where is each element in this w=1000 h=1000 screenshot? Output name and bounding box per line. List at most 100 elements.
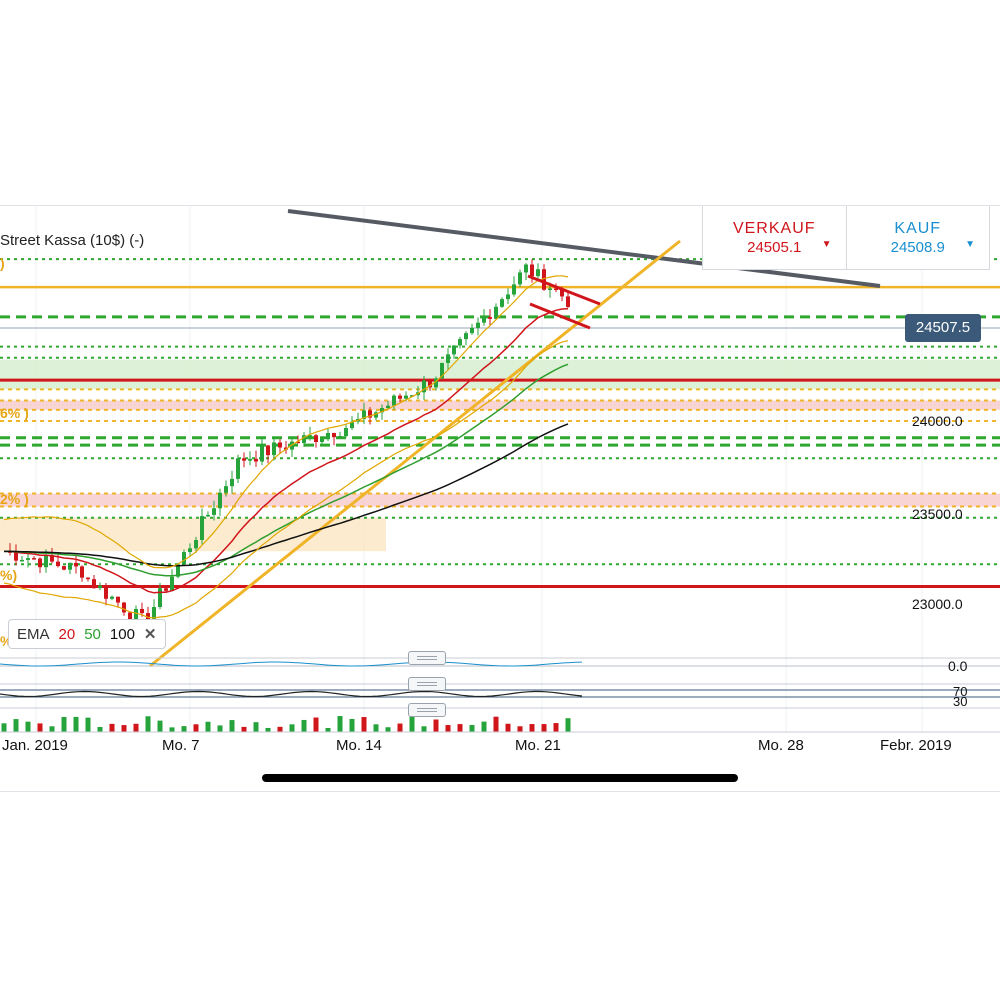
candle-body [218, 492, 222, 509]
candle-body [392, 395, 396, 406]
candle-body [110, 596, 114, 599]
candle-body [212, 508, 216, 515]
ema-100-line [4, 423, 569, 567]
volume-bar [469, 724, 475, 732]
sell-label: VERKAUF [732, 220, 816, 237]
candle-body [542, 269, 546, 290]
candle-body [494, 306, 498, 319]
candle-body [314, 435, 318, 442]
volume-bar [289, 724, 295, 732]
buy-dropdown-icon[interactable]: ▼ [965, 239, 975, 250]
macd-line [0, 661, 583, 667]
candle-body [524, 264, 528, 273]
candle-body [332, 432, 336, 438]
candle-body [470, 327, 474, 334]
candle-body [566, 296, 570, 307]
volume-bar [241, 726, 247, 732]
volume-bar [349, 718, 355, 732]
candle-body [290, 441, 294, 450]
ema-legend-label: EMA [17, 625, 50, 643]
ema-period-20: 20 [58, 625, 76, 643]
candle-body [74, 562, 78, 567]
candle-body [116, 596, 120, 603]
x-axis-label: Mo. 28 [758, 737, 804, 754]
candle-body [152, 607, 156, 623]
volume-bar [253, 722, 259, 732]
volume-bar [553, 723, 559, 732]
trading-chart[interactable]: ) 6% ) 2% )%)% Street Kassa (10$) (-) VERK… [0, 205, 1000, 792]
candle-body [68, 562, 72, 570]
volume-bar [109, 723, 115, 732]
price-chart-canvas[interactable]: )6% )2% )%)% [0, 206, 1000, 791]
candle-body [92, 579, 96, 589]
x-axis-label: Jan. 2019 [2, 737, 68, 754]
x-axis-label: Febr. 2019 [880, 737, 952, 754]
candle-body [410, 395, 414, 397]
candle-body [98, 585, 102, 589]
candle-body [230, 478, 234, 487]
candle-body [344, 428, 348, 437]
volume-bar [373, 724, 379, 732]
rsi-line [0, 690, 583, 698]
candle-body [182, 552, 186, 565]
volume-bar [169, 727, 175, 732]
candle-body [302, 435, 306, 444]
candle-body [452, 345, 456, 355]
candle-body [38, 558, 42, 568]
candle-body [428, 380, 432, 388]
candle-body [338, 436, 342, 438]
flag-lower-line [529, 302, 591, 330]
ema-legend[interactable]: EMA 20 50 100 ✕ [8, 619, 166, 649]
candle-body [458, 339, 462, 346]
volume-bar [385, 727, 391, 732]
candle-body [56, 561, 60, 567]
candle-body [512, 284, 516, 295]
volume-bar [121, 725, 127, 732]
candle-body [506, 294, 510, 300]
volume-bar [445, 725, 451, 732]
candle-body [386, 405, 390, 409]
y-axis-label: 24000.0 [912, 413, 963, 429]
volume-bar [133, 723, 139, 732]
volume-bar [181, 726, 187, 732]
volume-bar [97, 726, 103, 732]
volume-bar [325, 727, 331, 732]
candle-body [248, 458, 252, 461]
instrument-title: Street Kassa (10$) (-) [0, 232, 145, 249]
ema-20-line [4, 308, 569, 594]
close-icon[interactable]: ✕ [143, 626, 157, 643]
candle-body [404, 395, 408, 399]
fib-label: 6% ) [0, 405, 29, 421]
candle-body [26, 558, 30, 560]
candle-body [422, 380, 426, 393]
candle-body [326, 432, 330, 439]
candle-body [20, 559, 24, 562]
candle-body [104, 585, 108, 599]
candle-body [476, 322, 480, 328]
volume-bar [1, 723, 7, 732]
candle-body [530, 264, 534, 277]
pane-resize-handle[interactable] [408, 651, 446, 665]
ema-50-line [4, 363, 569, 577]
y-axis-label: 23500.0 [912, 506, 963, 522]
candle-body [278, 442, 282, 448]
pane-resize-handle[interactable] [408, 677, 446, 691]
candle-body [236, 458, 240, 479]
candle-body [122, 602, 126, 613]
volume-bar [13, 719, 19, 732]
sell-button[interactable]: VERKAUF 24505.1 ▼ [703, 206, 846, 269]
volume-bar [217, 725, 223, 732]
candle-body [398, 395, 402, 399]
candle-body [164, 588, 168, 591]
sell-price: 24505.1 [747, 239, 802, 256]
volume-bar [457, 724, 463, 732]
rsi-lower-label: 30 [953, 694, 968, 709]
candle-body [554, 288, 558, 290]
buy-button[interactable]: KAUF 24508.9 ▼ [845, 206, 990, 269]
volume-bar [157, 720, 163, 732]
candle-body [200, 516, 204, 540]
sell-dropdown-icon[interactable]: ▼ [821, 239, 832, 250]
candle-body [296, 441, 300, 444]
volume-bar [37, 723, 43, 732]
pane-resize-handle[interactable] [408, 703, 446, 717]
